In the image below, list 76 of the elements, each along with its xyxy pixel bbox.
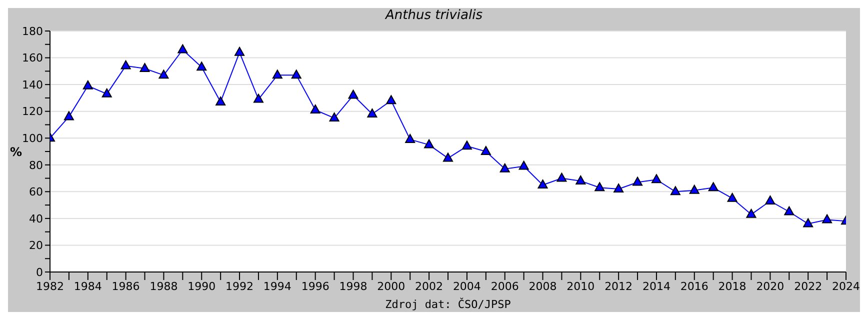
y-tick-label: 180 [22, 24, 43, 38]
x-tick-label: 2022 [794, 280, 822, 293]
point [367, 108, 378, 118]
point [310, 104, 320, 114]
x-tick-label: 2010 [566, 280, 595, 293]
point [329, 112, 340, 122]
y-tick-label: 80 [29, 158, 43, 172]
y-tick-label: 40 [29, 212, 43, 226]
point [689, 184, 700, 194]
y-tick-label: 140 [22, 78, 43, 92]
point [480, 146, 491, 155]
y-tick-label: 100 [22, 132, 43, 146]
point [784, 206, 794, 216]
point [120, 60, 131, 70]
point [651, 174, 662, 184]
point [443, 152, 453, 162]
point [234, 46, 245, 56]
x-tick-label: 1992 [226, 280, 254, 293]
point [500, 163, 510, 172]
x-tick-label: 2006 [490, 280, 519, 293]
point [386, 95, 396, 104]
x-tick-label: 2024 [832, 280, 860, 293]
point [158, 70, 169, 79]
point [670, 186, 680, 196]
x-tick-label: 1986 [112, 280, 140, 293]
point [632, 176, 643, 186]
point [178, 44, 188, 54]
point [576, 175, 586, 184]
x-tick-label: 1996 [301, 280, 330, 293]
point [822, 214, 832, 224]
point [556, 172, 567, 182]
point [727, 192, 738, 202]
point [746, 208, 756, 218]
point [82, 80, 93, 90]
x-axis-title: Zdroj dat: ČSO/JPSP [385, 297, 512, 311]
y-tick-label: 0 [36, 266, 43, 279]
x-tick-label: 1994 [263, 280, 292, 293]
y-tick-label: 160 [22, 52, 43, 65]
point [614, 183, 624, 192]
point [538, 179, 548, 188]
x-tick-label: 2002 [415, 280, 444, 293]
x-tick-label: 1990 [188, 280, 216, 293]
x-tick-label: 2004 [452, 280, 481, 293]
x-tick-label: 2008 [528, 280, 557, 293]
point [196, 62, 207, 71]
x-tick-label: 2000 [377, 280, 406, 293]
y-tick-label: 20 [29, 239, 43, 252]
point [64, 111, 74, 120]
y-tick-label: 120 [22, 105, 43, 118]
x-tick-label: 1988 [150, 280, 178, 293]
y-tick-label: 60 [29, 186, 43, 199]
point [594, 182, 605, 192]
point [803, 218, 814, 228]
x-tick-label: 2014 [642, 280, 670, 293]
x-tick-label: 2012 [604, 280, 633, 293]
chart-title: Anthus trivialis [384, 8, 484, 24]
x-tick-label: 2020 [756, 280, 784, 293]
x-tick-label: 2018 [718, 280, 746, 293]
x-tick-label: 2016 [680, 280, 708, 293]
x-tick-label: 1998 [339, 280, 368, 293]
x-tick-label: 1984 [74, 280, 102, 293]
point [253, 94, 264, 103]
point [708, 182, 718, 192]
point [518, 160, 529, 170]
point [102, 88, 112, 98]
point [424, 139, 434, 148]
x-tick-label: 1982 [36, 280, 64, 293]
point [140, 62, 150, 72]
point [405, 134, 416, 143]
point [216, 96, 226, 106]
point [765, 196, 776, 205]
point [291, 70, 302, 79]
point [272, 70, 282, 79]
point [348, 90, 358, 99]
y-axis-title: % [10, 144, 22, 159]
point [462, 140, 472, 150]
